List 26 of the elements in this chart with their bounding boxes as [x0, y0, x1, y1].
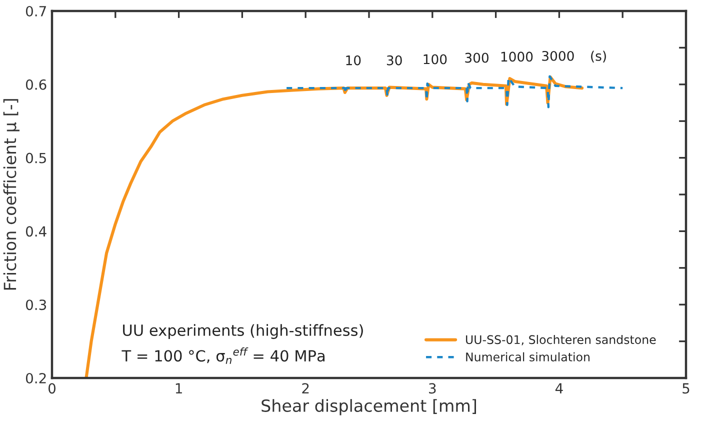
annotation: 3000 [542, 50, 574, 61]
annotation: (s) [591, 50, 606, 62]
x-tick-label: 5 [682, 383, 690, 394]
x-tick-label: 0 [48, 383, 56, 394]
legend-label: UU-SS-01, Slochteren sandstone [466, 334, 656, 346]
annotation: T = 100 °C, σ$_{n}$$^{eff}$ = 40 MPa [122, 347, 324, 364]
x-axis-title: Shear displacement [mm] [262, 399, 476, 416]
x-tick-label: 1 [176, 383, 182, 394]
y-tick-label: 0.4 [26, 226, 46, 237]
annotation: 300 [465, 52, 488, 63]
x-tick-label: 4 [555, 383, 563, 394]
annotation: 1000 [501, 52, 533, 62]
line-series [285, 75, 624, 108]
x-tick-label: 2 [302, 383, 309, 394]
annotation: UU experiments (high-stiffness) [123, 324, 363, 339]
y-tick-label: 0.5 [26, 152, 46, 164]
y-tick-label: 0.2 [26, 372, 46, 384]
annotation: 100 [424, 54, 447, 64]
y-tick-label: 0.3 [26, 300, 46, 310]
legend-label: Numerical simulation [466, 352, 590, 362]
annotation: 30 [386, 55, 402, 66]
y-tick-label: 0.6 [26, 79, 46, 90]
y-tick-label: 0.7 [26, 6, 46, 16]
y-axis-title: Friction coefficient μ [-] [3, 99, 20, 290]
x-tick-label: 3 [429, 383, 436, 394]
annotation: 10 [346, 55, 361, 66]
